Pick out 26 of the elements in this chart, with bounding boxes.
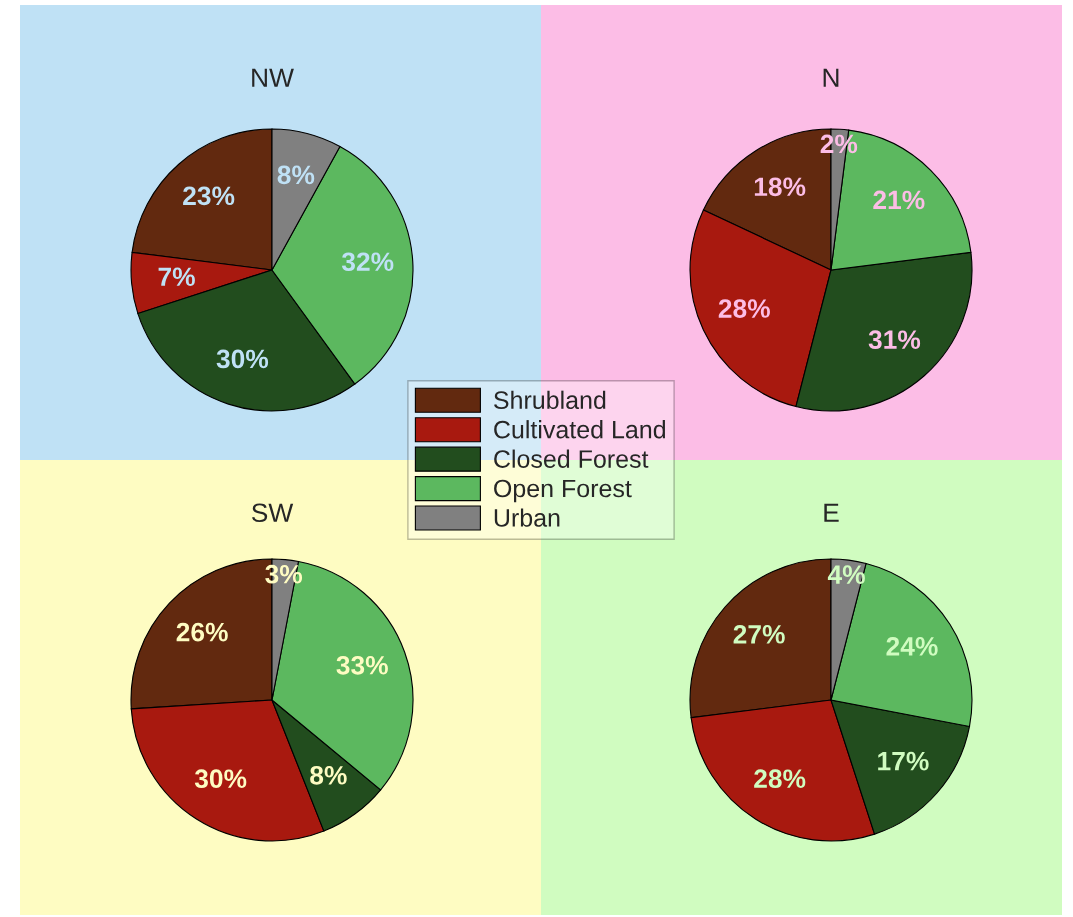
legend-label: Open Forest (494, 479, 632, 503)
data-label: 24% (886, 637, 938, 656)
data-label: 28% (754, 769, 806, 789)
data-label: 7% (158, 267, 195, 287)
data-label: 18% (754, 177, 806, 197)
chart-title: NW (252, 68, 294, 87)
legend-label: Urban (494, 508, 560, 527)
data-label: 21% (873, 190, 925, 210)
data-label: 32% (341, 252, 394, 272)
data-label: 30% (216, 349, 269, 369)
data-label: 17% (878, 751, 929, 771)
legend-label: Closed Forest (494, 449, 649, 468)
legend-label: Cultivated Land (494, 420, 666, 439)
data-label: 33% (336, 655, 388, 675)
chart-title: SW (251, 503, 294, 523)
data-label: 30% (194, 769, 247, 789)
data-label: 8% (277, 165, 315, 185)
data-label: 8% (310, 765, 347, 785)
data-label: 28% (718, 299, 770, 318)
data-label: 27% (733, 624, 785, 644)
chart-title: N (823, 68, 839, 87)
legend-label: Shrubland (494, 390, 606, 410)
chart-title: E (824, 503, 839, 522)
data-label: 23% (183, 186, 235, 206)
data-label: 31% (868, 330, 921, 350)
data-label: 26% (176, 622, 228, 642)
